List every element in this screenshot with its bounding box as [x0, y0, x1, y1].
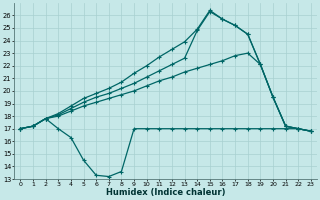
X-axis label: Humidex (Indice chaleur): Humidex (Indice chaleur)	[106, 188, 225, 197]
